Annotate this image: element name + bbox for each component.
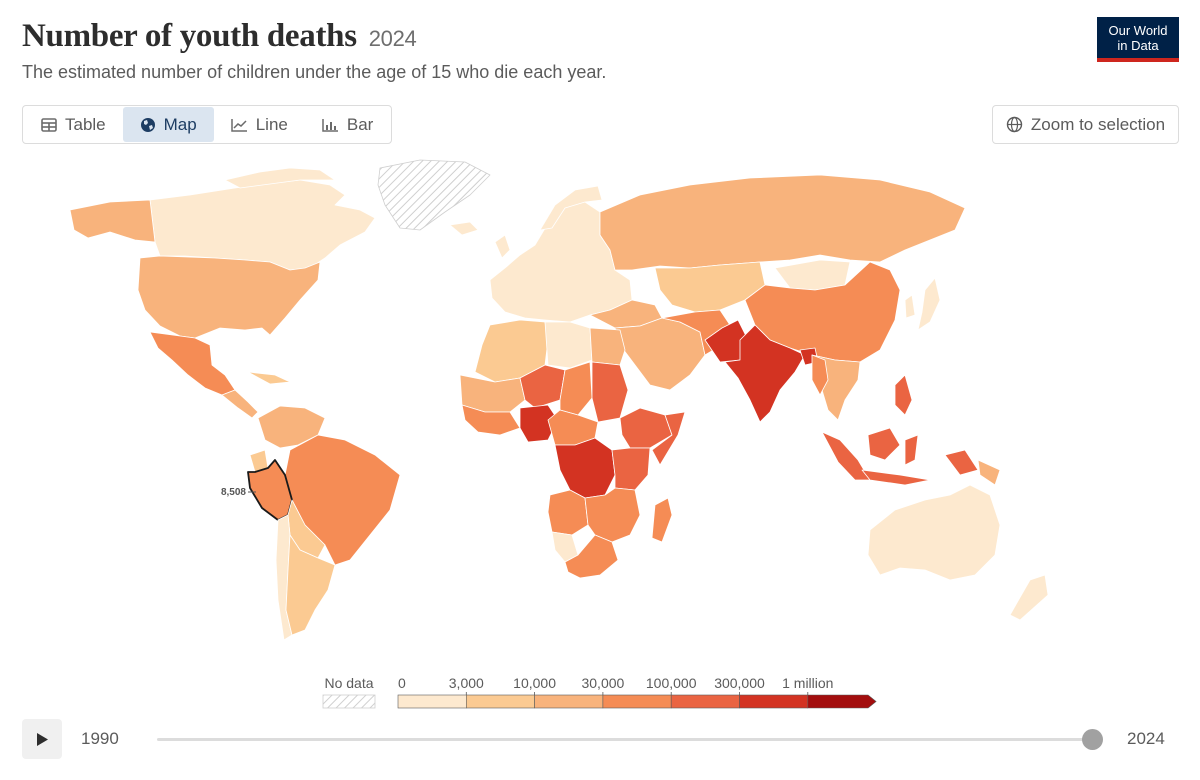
region-sulawesi[interactable] — [904, 434, 919, 466]
tab-table-label: Table — [65, 114, 106, 134]
region-central-america[interactable] — [221, 389, 259, 419]
legend-no-data-label: No data — [324, 675, 373, 691]
region-myanmar[interactable] — [811, 354, 829, 396]
region-south-africa[interactable] — [564, 534, 619, 579]
region-greenland[interactable] — [377, 159, 491, 231]
region-canadian-arctic[interactable] — [224, 167, 336, 189]
region-ethiopia[interactable] — [619, 407, 673, 449]
region-sudan[interactable] — [591, 361, 629, 423]
region-philippines[interactable] — [894, 374, 913, 416]
region-indonesia[interactable] — [821, 431, 871, 481]
region-new-zealand[interactable] — [1009, 574, 1049, 621]
tab-map[interactable]: Map — [122, 107, 214, 142]
timeline-start-year: 1990 — [81, 729, 119, 748]
region-png[interactable] — [977, 459, 1001, 486]
legend-bin-1[interactable] — [465, 694, 535, 709]
region-papua[interactable] — [944, 449, 979, 476]
legend-tick-label-2: 10,000 — [513, 675, 556, 691]
legend-tick-label-3: 30,000 — [581, 675, 624, 691]
region-iceland[interactable] — [449, 221, 479, 236]
region-usa[interactable] — [137, 255, 321, 339]
table-icon — [41, 117, 57, 132]
timeline-track[interactable] — [157, 738, 1092, 741]
line-chart-icon — [230, 118, 247, 132]
play-button[interactable] — [22, 719, 62, 759]
region-caribbean[interactable] — [247, 371, 291, 385]
tab-map-label: Map — [163, 114, 197, 134]
tab-bar[interactable]: Bar — [305, 107, 390, 142]
tab-table[interactable]: Table — [24, 107, 123, 142]
region-west-africa[interactable] — [461, 404, 521, 436]
tab-line[interactable]: Line — [214, 107, 305, 142]
region-chad[interactable] — [559, 361, 593, 416]
region-alaska[interactable] — [69, 199, 156, 243]
region-egypt[interactable] — [589, 327, 626, 366]
legend-bin-2[interactable] — [534, 694, 604, 709]
peru-annotation-label: 8,508 — [221, 487, 246, 498]
logo-line-2: in Data — [1117, 38, 1159, 53]
legend-bin-0[interactable] — [397, 694, 467, 709]
legend-tick-label-0: 0 — [398, 675, 406, 691]
owid-logo[interactable]: Our World in Data — [1097, 17, 1179, 62]
region-borneo[interactable] — [867, 427, 901, 461]
bar-chart-icon — [322, 118, 338, 132]
globe-icon — [1006, 116, 1023, 133]
chart-subtitle: The estimated number of children under t… — [22, 62, 607, 82]
legend-bin-4[interactable] — [670, 694, 740, 709]
tab-line-label: Line — [255, 114, 288, 134]
region-east-africa[interactable] — [611, 447, 651, 491]
legend-bin-3[interactable] — [602, 694, 672, 709]
region-angola[interactable] — [547, 489, 589, 536]
region-nigeria[interactable] — [519, 404, 559, 443]
region-drc[interactable] — [554, 437, 616, 499]
legend-bins: 0 3,000 10,000 30,000 100,000 300,000 1 millio… — [397, 675, 877, 709]
legend-tick-label-5: 300,000 — [714, 675, 765, 691]
region-middle-east[interactable] — [614, 317, 706, 391]
region-madagascar[interactable] — [651, 497, 673, 543]
region-india[interactable] — [724, 324, 806, 423]
region-argentina[interactable] — [285, 534, 336, 636]
play-icon — [37, 732, 48, 746]
region-korea[interactable] — [904, 294, 916, 319]
region-japan[interactable] — [917, 277, 941, 331]
legend-tick-label-1: 3,000 — [449, 675, 484, 691]
legend-tick-label-4: 100,000 — [646, 675, 697, 691]
map-legend: No data 0 3,000 10,000 30,000 100,000 300,000… — [322, 675, 877, 709]
chart-title-year: 2024 — [368, 26, 417, 51]
timeline-end-year: 2024 — [1127, 729, 1165, 748]
region-scandinavia[interactable] — [539, 185, 603, 231]
chart-type-tabs: Table Map Line Bar — [22, 105, 393, 144]
legend-no-data-swatch[interactable] — [322, 694, 376, 709]
logo-line-1: Our World — [1108, 23, 1168, 38]
chart-title: Number of youth deaths 2024 — [22, 18, 417, 55]
chart-title-text: Number of youth deaths — [22, 18, 357, 54]
legend-bin-5[interactable] — [739, 694, 809, 709]
legend-tick-label-6: 1 million — [782, 675, 833, 691]
region-libya[interactable] — [544, 321, 593, 369]
region-zambia-mozambique[interactable] — [584, 487, 641, 543]
tab-bar-label: Bar — [346, 114, 374, 134]
zoom-to-selection-label: Zoom to selection — [1030, 114, 1166, 134]
region-uk[interactable] — [494, 234, 511, 259]
timeline: 1990 2024 — [0, 715, 1200, 765]
globe-icon — [140, 117, 155, 132]
region-mexico[interactable] — [149, 331, 236, 396]
region-mongolia[interactable] — [774, 259, 851, 291]
timeline-handle[interactable] — [1082, 729, 1103, 750]
region-somalia[interactable] — [651, 411, 686, 466]
zoom-to-selection-button[interactable]: Zoom to selection — [992, 105, 1179, 144]
region-russia[interactable] — [599, 174, 966, 271]
world-map[interactable]: 8,508 — [0, 150, 1200, 660]
region-java[interactable] — [861, 469, 931, 486]
region-australia[interactable] — [867, 484, 1001, 581]
legend-bin-6[interactable] — [807, 694, 877, 709]
